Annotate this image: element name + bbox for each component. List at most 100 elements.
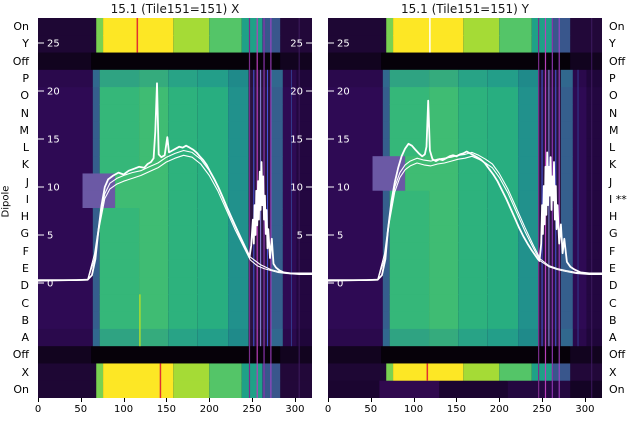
value-tick-label: 0 [337,279,343,290]
dipole-row-label: Off [609,54,626,68]
heatmap-plot-y[interactable]: 25 20 15 10 5 0 [328,18,602,398]
x-tick-label: 150 [446,404,466,415]
dipole-row-label: K [609,158,617,172]
dipole-row-label: On [13,20,29,34]
value-tick-label: 10 [337,183,350,194]
dipole-row-label: C [609,296,617,310]
value-tick-label: 5 [337,231,343,242]
spectrum-line [328,155,602,282]
value-tick-label: 20 [47,87,60,98]
x-tick-mark [584,398,586,402]
dipole-row-label: B [21,313,29,327]
spectrum-line [38,149,312,282]
dipole-row-label: G [609,227,618,241]
heatmap-x-canvas: 25 20 15 10 5 0 25 20 15 10 5 [38,18,312,398]
dipole-row-label: H [20,210,29,224]
value-tick-label: 25 [47,39,60,50]
dipole-row-label: X [609,365,617,379]
dipole-row-label: B [609,313,617,327]
dipole-row-label: N [20,106,29,120]
dipole-row-label: K [21,158,29,172]
dipole-row-label: L [22,141,29,155]
x-tick-label: 250 [532,404,552,415]
x-tick-label: 200 [489,404,509,415]
value-tick-label: 15 [290,135,303,146]
dipole-row-label: J [25,175,29,189]
plot-title-y: 15.1 (Tile151=151) Y [401,2,529,16]
dipole-row-label: P [22,71,29,85]
x-tick-label: 50 [364,404,378,415]
dipole-row-label: N [609,106,618,120]
value-tick-label: 20 [337,87,350,98]
dipole-row-label: I ** [609,192,627,206]
dipole-row-label: C [21,296,29,310]
value-tick-label: 20 [290,87,303,98]
x-tick-label: 100 [404,404,424,415]
dipole-row-label: On [609,20,625,34]
x-tick-label: 0 [324,404,332,415]
x-tick-mark [252,398,254,402]
dipole-row-label: F [22,244,29,258]
x-tick-mark [499,398,501,402]
dipole-row-label: J [609,175,613,189]
x-tick-mark [123,398,125,402]
dipole-row-label: X [21,365,29,379]
x-tick-mark [80,398,82,402]
value-tick-label: 25 [290,39,303,50]
dipole-row-label: Off [12,348,29,362]
x-tick-mark [456,398,458,402]
x-tick-mark [38,398,39,402]
dipole-row-label: F [609,244,616,258]
x-tick-label: 100 [114,404,134,415]
dipole-labels-right: On Y Off P O N M L K J I ** H G F E D C B A Off X On [604,18,638,398]
dipole-row-label: P [609,71,616,85]
x-tick-label: 250 [242,404,262,415]
x-tick-label: 50 [74,404,88,415]
value-tick-label: 5 [47,231,53,242]
dipole-row-label: E [609,261,616,275]
heatmap-y-canvas: 25 20 15 10 5 0 [328,18,602,398]
x-tick-label: 0 [34,404,42,415]
spectrum-line [328,99,602,282]
spectrum-line [38,82,312,282]
dipole-row-label: E [22,261,29,275]
value-tick-label: 25 [337,39,350,50]
dipole-row-label: D [20,279,29,293]
dipole-row-label: A [21,331,29,345]
dipole-row-label: L [609,141,616,155]
x-tick-mark [370,398,372,402]
dipole-row-label: On [609,382,625,396]
x-tick-mark [328,398,329,402]
dipole-row-label: G [20,227,29,241]
dipole-row-label: A [609,331,617,345]
dipole-row-label: O [20,89,29,103]
x-tick-mark [542,398,544,402]
value-tick-label: 15 [337,135,350,146]
x-tick-mark [413,398,415,402]
value-tick-label: 5 [297,231,303,242]
dipole-row-label: D [609,279,618,293]
dipole-row-label: M [19,123,30,137]
x-tick-mark [166,398,168,402]
dipole-row-label: On [13,382,29,396]
dipole-row-label: H [609,210,618,224]
dipole-labels-left: On Y Off P O N M L K J I H G F E D C B A Off X On [0,18,34,398]
x-tick-label: 300 [285,404,305,415]
dipole-row-label: I [25,192,29,206]
dipole-row-label: Off [609,348,626,362]
dipole-row-label: M [609,123,619,137]
x-tick-mark [209,398,211,402]
plot-title-x: 15.1 (Tile151=151) X [110,2,240,16]
heatmap-plot-x[interactable]: 25 20 15 10 5 0 25 20 15 10 5 [38,18,312,398]
x-tick-label: 200 [199,404,219,415]
dipole-row-label: Off [12,54,29,68]
value-tick-label: 10 [47,183,60,194]
x-tick-mark [294,398,296,402]
value-tick-label: 15 [47,135,60,146]
dipole-row-label: Y [22,37,29,51]
x-tick-label: 300 [575,404,595,415]
value-tick-label: 0 [47,279,53,290]
spectrum-line [38,154,312,282]
x-tick-label: 150 [156,404,176,415]
